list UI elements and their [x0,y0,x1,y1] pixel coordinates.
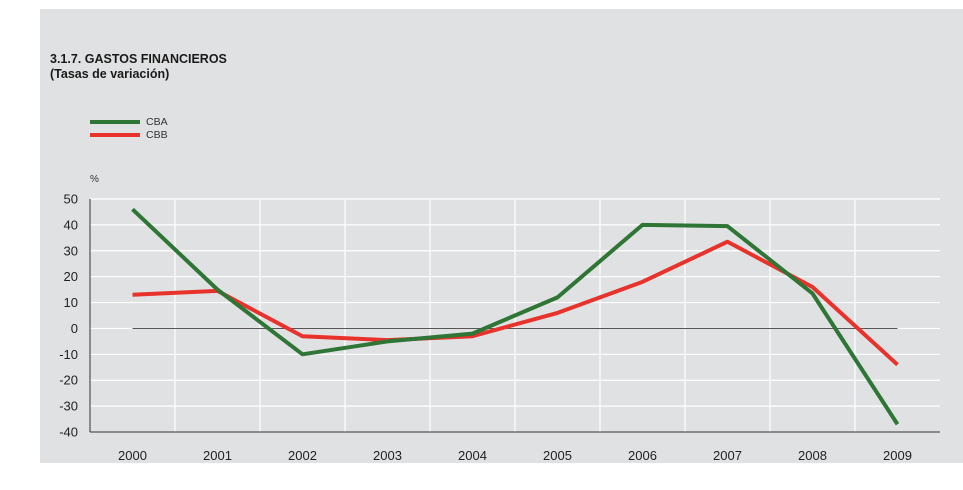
x-tick-label-0: 2000 [118,448,147,463]
legend-item-cba: CBA [90,116,168,128]
y-tick-label-3: 20 [64,269,78,284]
x-tick-label-2: 2002 [288,448,317,463]
x-tick-label-5: 2005 [543,448,572,463]
y-tick-label-8: -30 [59,399,78,414]
y-tick-label-1: 40 [64,217,78,232]
x-tick-label-1: 2001 [203,448,232,463]
series-line-cbb [132,239,899,367]
y-tick-label-7: -20 [59,373,78,388]
y-tick-label-2: 30 [64,243,78,258]
legend-swatch-cba [90,120,140,124]
y-tick-label-5: 0 [71,321,78,336]
chart-panel [40,9,963,463]
y-tick-label-6: -10 [59,347,78,362]
series-line-cba [131,207,900,426]
y-tick-label-9: -40 [59,425,78,440]
legend-item-cbb: CBB [90,129,168,141]
chart-subtitle: (Tasas de variación) [50,67,170,81]
x-tick-label-8: 2008 [798,448,827,463]
x-tick-label-4: 2004 [458,448,487,463]
legend-label-cba: CBA [146,116,168,128]
x-tick-label-3: 2003 [373,448,402,463]
legend-swatch-cbb [90,133,140,137]
y-unit-label: % [90,174,99,185]
y-tick-label-0: 50 [64,192,78,207]
x-tick-label-6: 2006 [628,448,657,463]
y-tick-label-4: 10 [64,295,78,310]
x-tick-label-9: 2009 [883,448,912,463]
x-tick-label-7: 2007 [713,448,742,463]
chart-title: 3.1.7. GASTOS FINANCIEROS [50,52,227,66]
legend-label-cbb: CBB [146,129,168,141]
